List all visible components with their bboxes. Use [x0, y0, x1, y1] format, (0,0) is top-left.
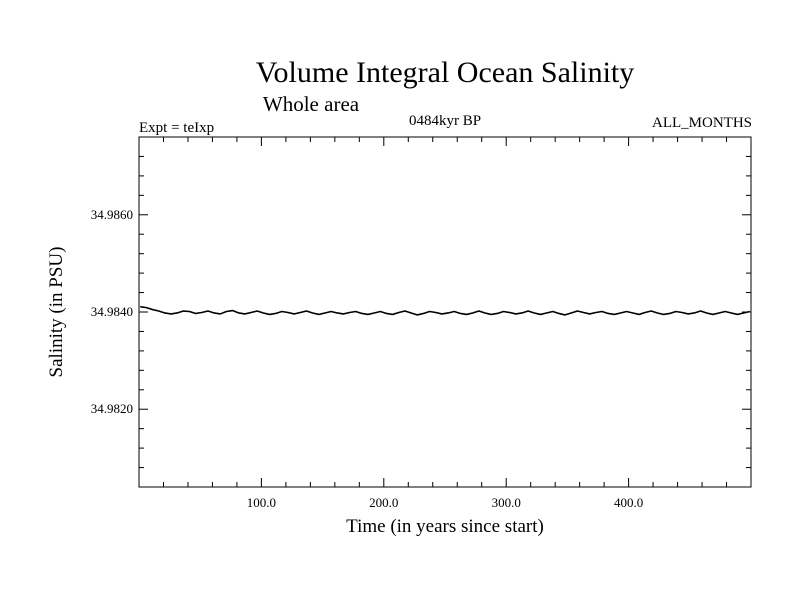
y-tick-label: 34.9860	[91, 207, 133, 222]
axis-ticks	[139, 137, 751, 487]
chart-subtitle: Whole area	[263, 92, 360, 116]
x-axis-label: Time (in years since start)	[346, 516, 544, 537]
x-tick-label: 300.0	[492, 495, 521, 510]
chart-title: Volume Integral Ocean Salinity	[256, 56, 635, 89]
salinity-series-line	[140, 305, 750, 316]
y-axis-label: Salinity (in PSU)	[46, 247, 67, 378]
experiment-label: Expt = teIxp	[139, 120, 214, 136]
plot-frame	[138, 136, 752, 488]
tick-labels: 100.0 200.0 300.0 400.0 34.9820 34.9840 34.986…	[91, 207, 643, 510]
x-tick-label: 100.0	[247, 495, 276, 510]
x-tick-label: 400.0	[614, 495, 643, 510]
period-label: 0484kyr BP	[409, 113, 481, 129]
x-tick-label: 200.0	[369, 495, 398, 510]
months-label: ALL_MONTHS	[652, 115, 752, 131]
y-tick-label: 34.9820	[91, 401, 133, 416]
y-tick-label: 34.9840	[91, 304, 133, 319]
